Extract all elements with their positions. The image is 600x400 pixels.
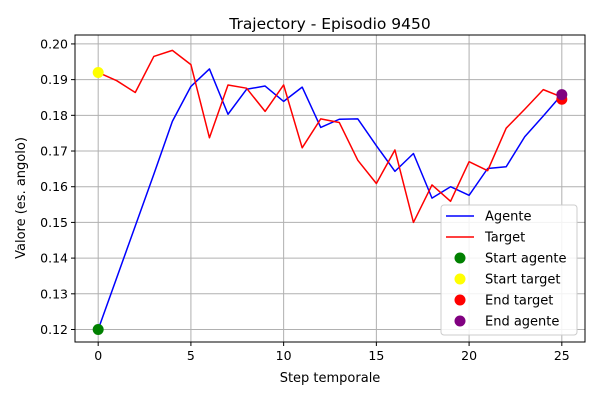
y-tick-label: 0.20	[40, 36, 68, 51]
x-tick-label: 25	[554, 348, 570, 363]
endpoint-markers	[92, 66, 568, 336]
axis-ticks: 0 5 10 15 20 25 0.12 0.13 0.14 0.15 0.16 0.17 0.18 0.…	[40, 36, 570, 363]
series-line-target	[97, 49, 563, 224]
y-tick-label: 0.16	[40, 179, 68, 194]
legend-label-target: Target	[484, 231, 525, 246]
legend-swatch-start-target	[454, 273, 466, 285]
y-tick-label: 0.13	[40, 286, 68, 301]
legend-label-end-target: End target	[485, 294, 553, 309]
series-line-agente	[97, 68, 563, 330]
legend-swatch-end-target	[454, 294, 466, 306]
plot-frame	[74, 34, 586, 343]
x-tick-label: 0	[94, 348, 102, 363]
series-lines	[97, 49, 563, 330]
marker-start-agente	[92, 324, 104, 336]
legend-swatch-end-agente	[454, 315, 466, 327]
marker-start-target	[92, 66, 104, 78]
legend-label-end-agente: End agente	[485, 315, 559, 330]
x-tick-label: 5	[187, 348, 195, 363]
y-tick-label: 0.19	[40, 72, 68, 87]
legend-label-agente: Agente	[485, 210, 531, 225]
x-axis-label: Step temporale	[280, 371, 381, 386]
y-tick-label: 0.17	[40, 144, 68, 159]
x-tick-label: 10	[276, 348, 292, 363]
y-tick-label: 0.18	[40, 108, 68, 123]
chart-title: Trajectory - Episodio 9450	[228, 15, 430, 33]
legend: Agente Target Start agente Start target End …	[440, 204, 578, 336]
x-tick-label: 20	[461, 348, 477, 363]
y-tick-label: 0.15	[40, 215, 68, 230]
y-axis-label: Valore (es. angolo)	[14, 137, 29, 259]
y-tick-label: 0.12	[40, 322, 68, 337]
y-tick-label: 0.14	[40, 251, 68, 266]
legend-box	[440, 204, 578, 336]
x-tick-label: 15	[368, 348, 384, 363]
marker-end-agente	[556, 89, 568, 101]
legend-label-start-agente: Start agente	[485, 252, 566, 267]
legend-label-start-target: Start target	[485, 273, 560, 288]
legend-swatch-start-agente	[454, 252, 466, 264]
